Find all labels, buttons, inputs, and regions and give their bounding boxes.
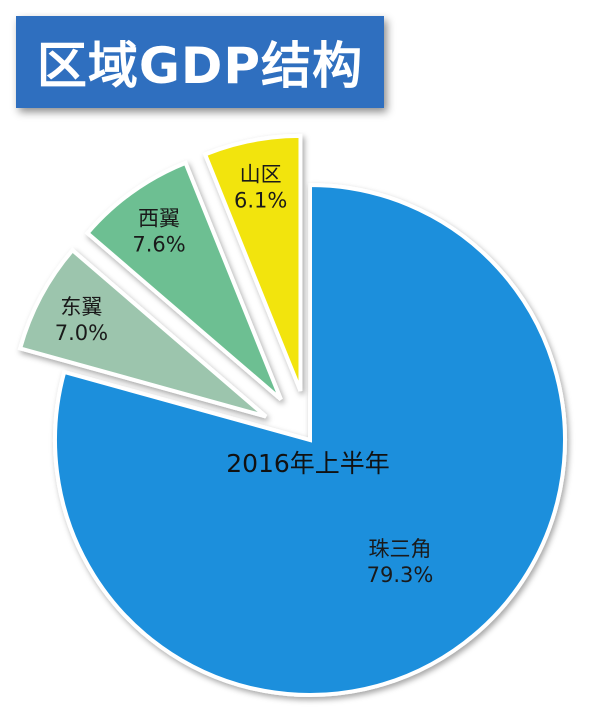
pie-slice-1 (17, 247, 268, 419)
slice-name-label-2: 西翼 (138, 206, 180, 230)
slice-name-label-1: 东翼 (60, 295, 102, 319)
pie-slices (17, 133, 567, 697)
slice-value-label-2: 7.6% (132, 232, 185, 256)
slice-name-label-3: 山区 (240, 163, 282, 187)
slice-value-label-0: 79.3% (367, 563, 434, 587)
pie-slice-3 (202, 133, 303, 392)
pie-slice-0 (53, 182, 567, 697)
slice-value-label-1: 7.0% (55, 321, 108, 345)
chart-title: 区域GDP结构 (36, 37, 364, 95)
slice-value-label-3: 6.1% (234, 189, 287, 213)
pie-slice-2 (84, 160, 283, 401)
slice-name-label-0: 珠三角 (369, 537, 432, 561)
chart-title-box: 区域GDP结构 (16, 16, 384, 108)
period-label: 2016年上半年 (226, 449, 390, 478)
